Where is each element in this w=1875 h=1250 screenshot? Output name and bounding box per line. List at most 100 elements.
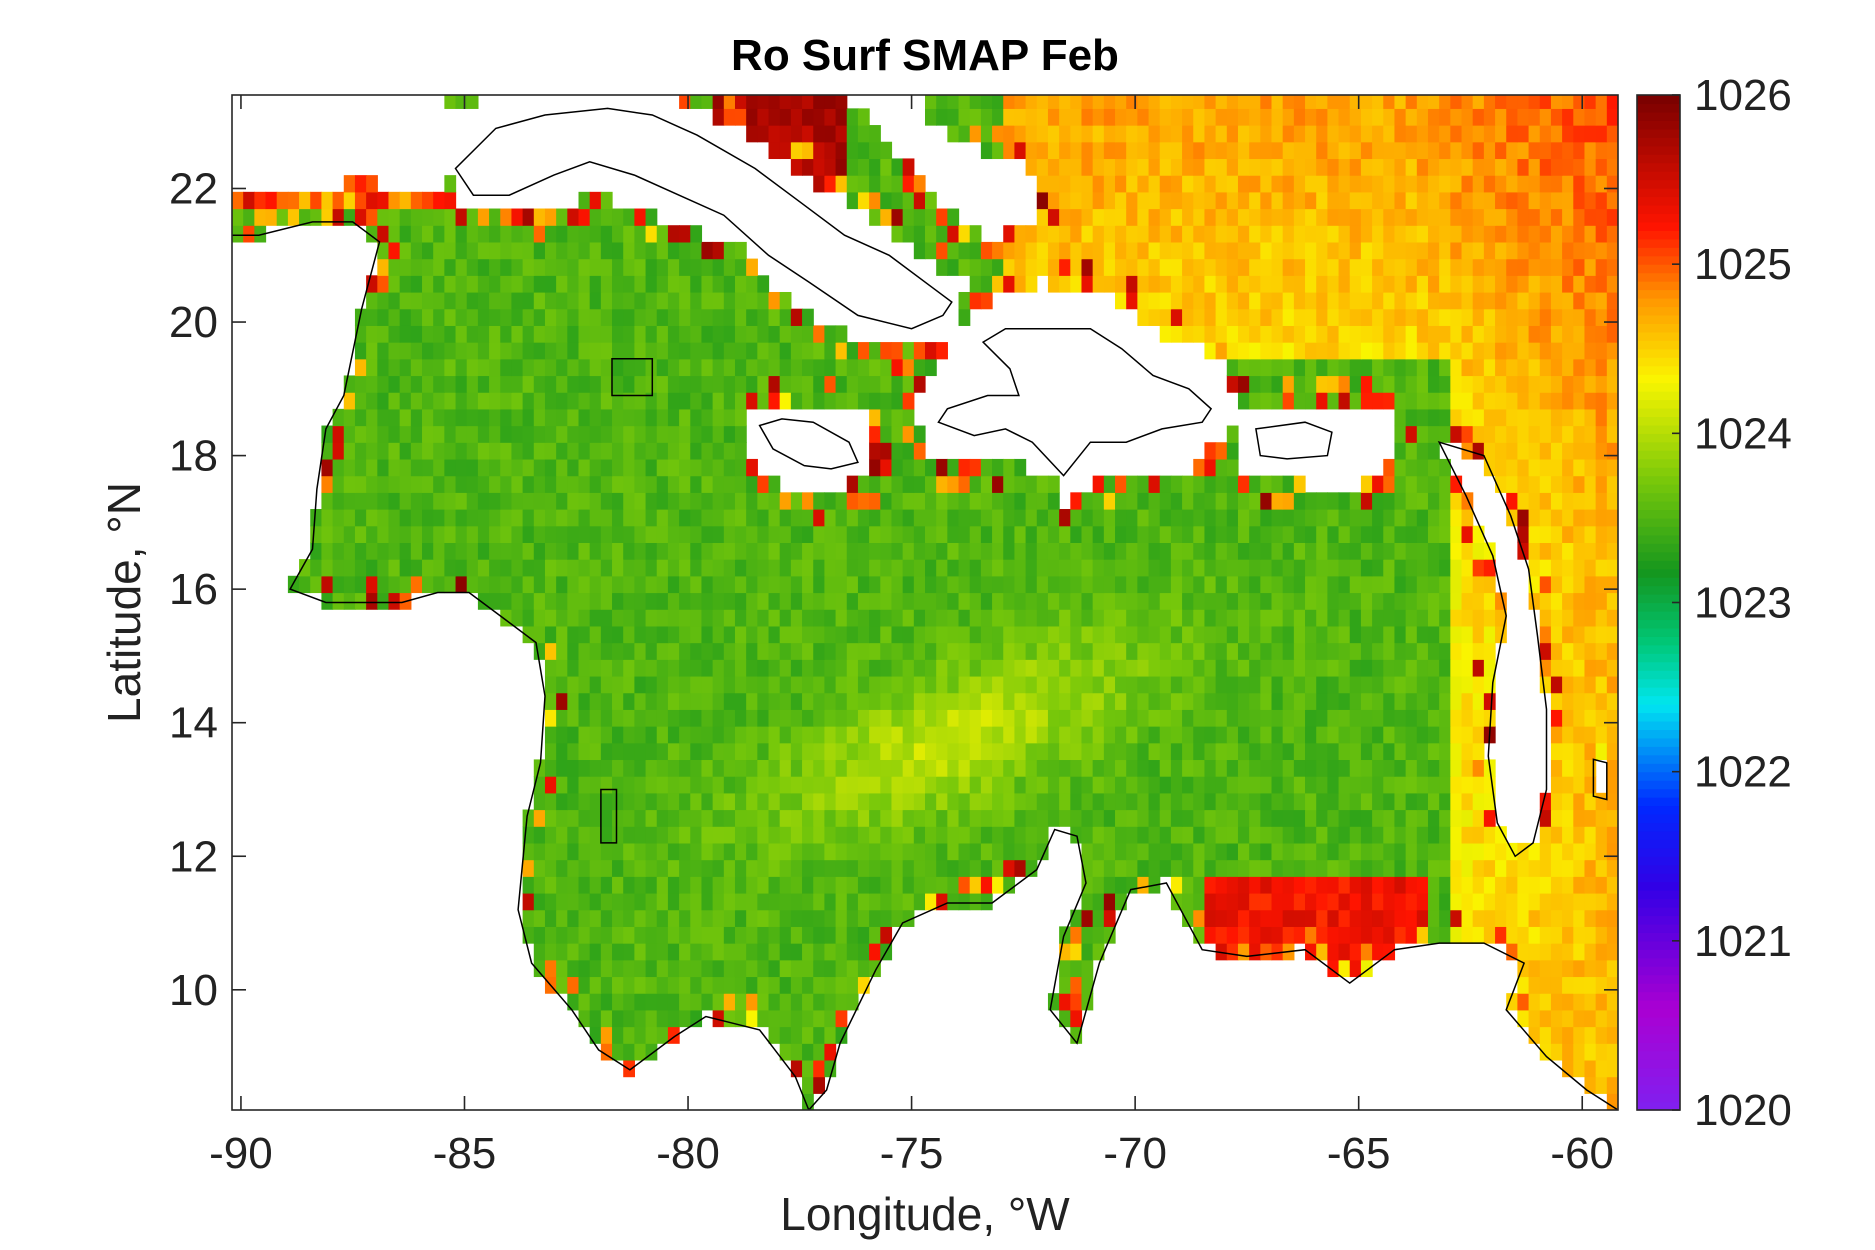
heatmap-cell	[1595, 826, 1608, 844]
heatmap-cell	[444, 425, 457, 443]
heatmap-cell	[857, 108, 870, 126]
heatmap-cell	[746, 559, 758, 577]
heatmap-cell	[1092, 525, 1105, 543]
heatmap-cell	[556, 241, 568, 260]
heatmap-cell	[1573, 742, 1586, 761]
heatmap-cell	[544, 342, 557, 360]
heatmap-cell	[634, 358, 647, 377]
heatmap-cell	[1159, 659, 1172, 677]
heatmap-cell	[1271, 876, 1284, 894]
heatmap-cell	[612, 258, 624, 276]
heatmap-cell	[589, 308, 602, 326]
heatmap-cell	[1394, 258, 1407, 276]
heatmap-cell	[1260, 842, 1273, 861]
heatmap-cell	[522, 492, 535, 510]
heatmap-cell	[768, 108, 781, 126]
colorbar-segment	[1637, 374, 1680, 384]
heatmap-cell	[969, 692, 982, 710]
heatmap-cell	[612, 943, 624, 961]
heatmap-cell	[824, 642, 837, 660]
heatmap-cell	[1036, 108, 1049, 126]
heatmap-cell	[1338, 776, 1351, 794]
heatmap-cell	[1439, 826, 1451, 844]
heatmap-cell	[1193, 241, 1206, 260]
heatmap-cell	[667, 1009, 680, 1028]
heatmap-cell	[835, 375, 848, 393]
heatmap-cell	[1204, 241, 1217, 260]
heatmap-cell	[913, 342, 926, 360]
heatmap-cell	[1461, 609, 1474, 627]
heatmap-cell	[958, 609, 971, 627]
heatmap-cell	[802, 95, 814, 109]
heatmap-cell	[679, 408, 691, 427]
heatmap-cell	[746, 726, 758, 744]
heatmap-cell	[377, 408, 390, 427]
heatmap-cell	[1070, 993, 1083, 1011]
heatmap-cell	[1528, 241, 1541, 260]
heatmap-cell	[757, 275, 770, 293]
heatmap-cell	[1305, 525, 1317, 543]
heatmap-cell	[757, 809, 770, 827]
heatmap-cell	[1338, 358, 1351, 377]
heatmap-cell	[869, 458, 881, 477]
heatmap-cell	[947, 892, 960, 911]
heatmap-cell	[1237, 826, 1250, 844]
heatmap-cell	[1539, 458, 1552, 477]
heatmap-cell	[813, 809, 826, 827]
heatmap-cell	[1215, 325, 1228, 343]
colorbar-segment	[1637, 754, 1680, 764]
heatmap-cell	[1059, 943, 1071, 961]
heatmap-cell	[589, 926, 602, 944]
heatmap-cell	[1450, 842, 1463, 861]
heatmap-cell	[1550, 1009, 1563, 1028]
heatmap-cell	[1584, 1059, 1597, 1078]
heatmap-cell	[667, 575, 680, 594]
heatmap-cell	[612, 1043, 624, 1061]
heatmap-cell	[1170, 158, 1183, 176]
heatmap-cell	[913, 475, 926, 493]
heatmap-cell	[634, 375, 647, 393]
heatmap-cell	[500, 258, 513, 276]
heatmap-cell	[1137, 709, 1150, 727]
heatmap-cell	[1081, 959, 1094, 978]
heatmap-cell	[1204, 208, 1217, 226]
heatmap-cell	[679, 1009, 691, 1028]
heatmap-cell	[1159, 559, 1172, 577]
heatmap-cell	[1249, 342, 1261, 360]
heatmap-cell	[1193, 742, 1206, 761]
heatmap-cell	[600, 809, 613, 827]
heatmap-cell	[623, 726, 635, 744]
heatmap-cell	[779, 358, 792, 377]
heatmap-cell	[779, 392, 792, 410]
heatmap-cell	[645, 458, 658, 477]
heatmap-cell	[1595, 241, 1608, 260]
heatmap-cell	[556, 325, 568, 343]
heatmap-cell	[1360, 225, 1373, 243]
heatmap-cell	[1137, 592, 1150, 610]
heatmap-cell	[1550, 108, 1563, 126]
heatmap-cell	[1584, 926, 1597, 944]
heatmap-cell	[1562, 909, 1574, 927]
heatmap-cell	[1316, 492, 1328, 510]
heatmap-cell	[1360, 659, 1373, 677]
heatmap-cell	[1584, 475, 1597, 493]
heatmap-cell	[1115, 609, 1127, 627]
heatmap-cell	[1249, 926, 1261, 944]
x-tick-label: -65	[1327, 1129, 1391, 1178]
heatmap-cell	[902, 542, 915, 560]
heatmap-cell	[992, 458, 1004, 477]
heatmap-cell	[1182, 225, 1194, 243]
heatmap-cell	[656, 291, 669, 310]
heatmap-cell	[936, 792, 948, 811]
heatmap-cell	[723, 392, 736, 410]
heatmap-cell	[1539, 141, 1552, 160]
heatmap-cell	[1260, 859, 1273, 877]
heatmap-cell	[544, 675, 557, 694]
heatmap-cell	[734, 442, 747, 460]
heatmap-cell	[1573, 592, 1586, 610]
heatmap-cell	[757, 876, 770, 894]
heatmap-cell	[667, 909, 680, 927]
heatmap-cell	[1182, 175, 1194, 193]
heatmap-cell	[1305, 592, 1317, 610]
heatmap-cell	[891, 559, 904, 577]
